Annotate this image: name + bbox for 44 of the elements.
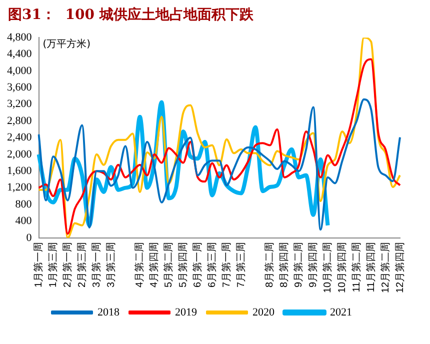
chart-title: 图31： 100 城供应土地占地面积下跌: [7, 6, 254, 25]
y-tick-label: 2,400: [7, 132, 32, 144]
x-tick-label: 11月第二周: [350, 242, 362, 292]
y-tick-label: 4,000: [7, 64, 32, 77]
x-tick-label: 2月第一周: [61, 242, 74, 288]
x-tick-label: 9月第四周: [307, 242, 320, 288]
x-tick-label: 4月第二周: [134, 242, 146, 288]
x-tick-label: 5月第二周: [162, 242, 175, 288]
y-axis-title: (万平方米): [42, 38, 91, 50]
x-tick-label: 7月第一周: [220, 242, 232, 288]
legend-label: 2018: [98, 306, 120, 318]
x-tick-label: 5月第四周: [177, 242, 189, 288]
x-tick-label: 1月第一周: [32, 242, 44, 288]
y-tick-label: 1,200: [7, 182, 32, 194]
y-tick-label: 4,400: [7, 48, 32, 60]
x-tick-label: 1月第三周: [46, 242, 59, 288]
x-tick-label: 6月第一周: [191, 242, 204, 288]
x-tick-label: 10月第四周: [336, 242, 348, 293]
x-tick-label: 12月第二周: [379, 242, 392, 293]
x-tick-label: 11月第四周: [364, 242, 377, 292]
y-tick-label: 3,200: [7, 98, 32, 110]
y-tick-label: 800: [15, 198, 32, 210]
x-tick-label: 2月第三周: [76, 242, 88, 288]
y-tick-label: 400: [15, 215, 32, 228]
y-tick-label: 0: [26, 232, 32, 244]
y-tick-label: 1,600: [7, 165, 32, 178]
y-tick-label: 3,600: [7, 82, 32, 94]
x-tick-label: 3月第一周: [90, 242, 102, 288]
line-series: [38, 98, 401, 231]
legend-label: 2019: [175, 306, 198, 318]
y-tick-label: 2,800: [7, 114, 32, 127]
y-tick-label: 2,000: [7, 148, 32, 160]
x-tick-label: 12月第四周: [394, 242, 406, 293]
x-tick-label: 8月第二周: [264, 242, 276, 288]
x-tick-label: 6月第三周: [206, 242, 218, 288]
x-tick-label: 4月第四周: [148, 242, 160, 288]
x-tick-label: 10月第二周: [322, 242, 334, 293]
legend-label: 2021: [330, 306, 352, 318]
y-tick-label: 4,800: [7, 31, 32, 44]
x-tick-label: 7月第三周: [234, 242, 247, 288]
x-tick-label: 9月第二周: [292, 242, 305, 288]
x-tick-label: 3月第三周: [104, 242, 117, 288]
legend-label: 2020: [252, 306, 275, 318]
x-tick-label: 8月第四周: [278, 242, 290, 288]
